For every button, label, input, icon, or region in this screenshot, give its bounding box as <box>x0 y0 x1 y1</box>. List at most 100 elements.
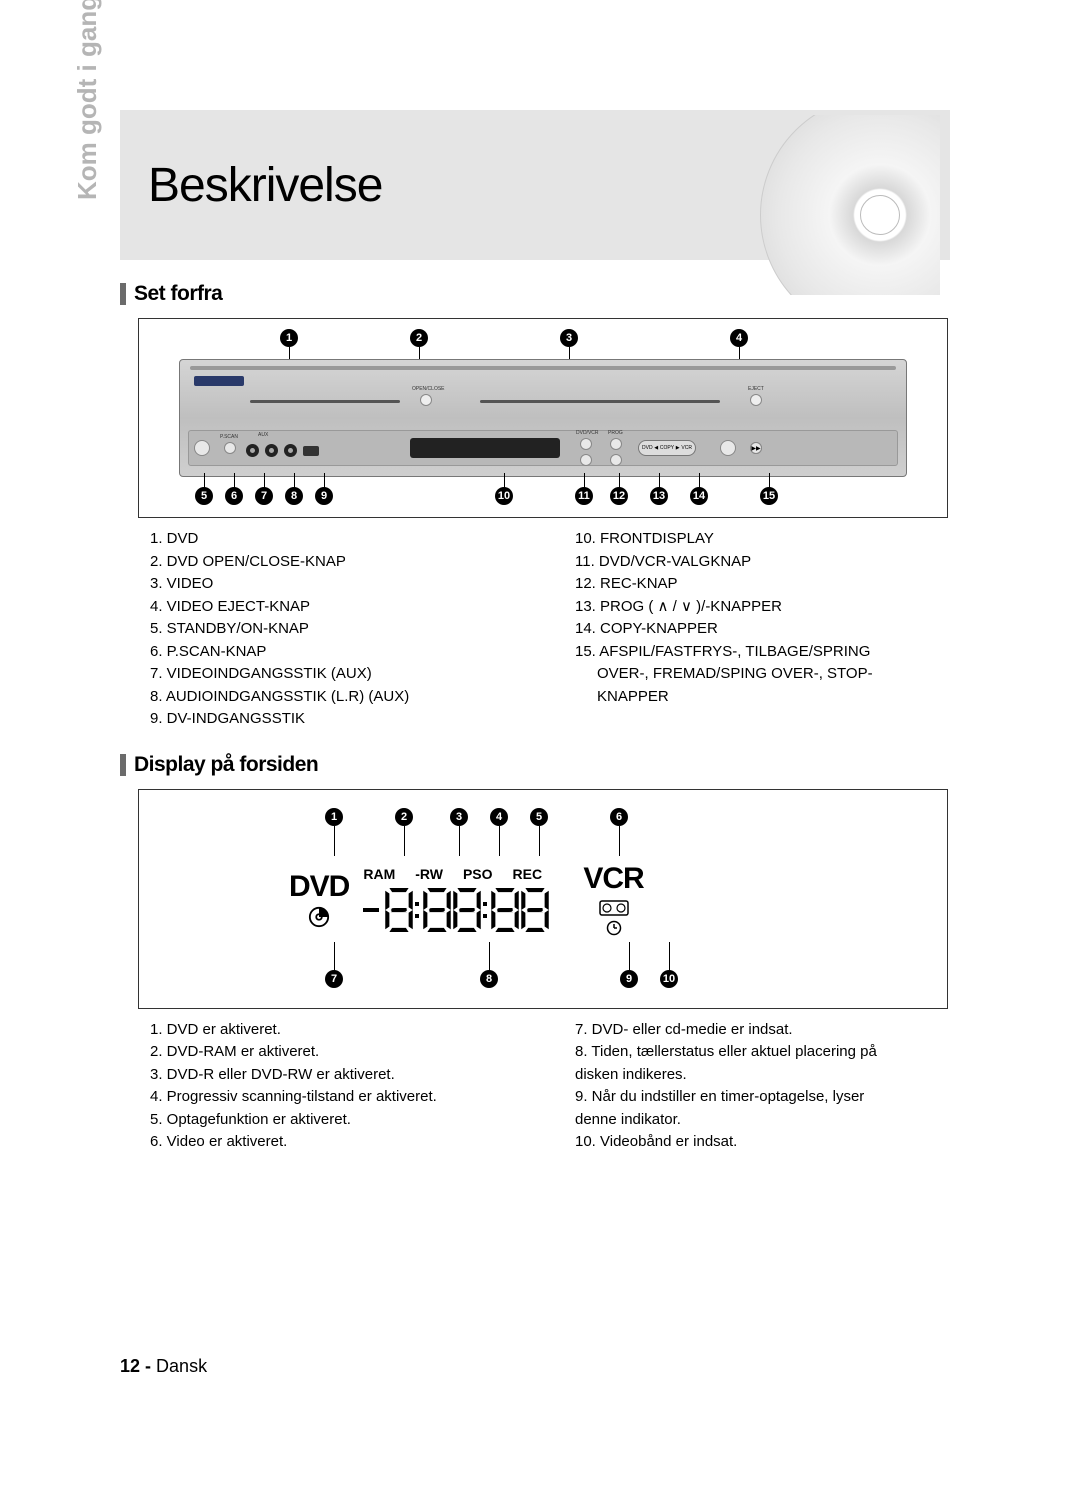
front-display-diagram: 123456 DVD RAM -RW PSO REC <box>138 789 948 1009</box>
callout-marker: 5 <box>530 808 548 826</box>
disc-icon <box>308 906 330 928</box>
legend-item: 15. AFSPIL/FASTFRYS-, TILBAGE/SPRING <box>575 641 950 664</box>
legend-item: 10. FRONTDISPLAY <box>575 528 950 551</box>
legend-item: KNAPPER <box>575 686 950 709</box>
open-close-button[interactable] <box>420 394 432 406</box>
page-header: Beskrivelse <box>120 110 950 260</box>
ram-indicator: RAM <box>363 866 395 882</box>
legend-item: 5. STANDBY/ON-KNAP <box>150 618 525 641</box>
front-display-window <box>410 438 560 458</box>
legend-item: 3. DVD-R eller DVD-RW er aktiveret. <box>150 1064 525 1087</box>
callout-marker: 14 <box>690 487 708 505</box>
dvdvcr-label: DVD/VCR <box>576 430 599 436</box>
legend-item: 14. COPY-KNAPPER <box>575 618 950 641</box>
callout-marker: 12 <box>610 487 628 505</box>
callout-marker: 7 <box>255 487 273 505</box>
audio-l-jack[interactable] <box>265 444 278 457</box>
legend-item: OVER-, FREMAD/SPING OVER-, STOP- <box>575 663 950 686</box>
pso-indicator: PSO <box>463 866 493 882</box>
legend-item: disken indikeres. <box>575 1064 950 1087</box>
dvd-indicator: DVD <box>289 870 349 904</box>
legend-item: 6. P.SCAN-KNAP <box>150 641 525 664</box>
rec-button[interactable] <box>580 454 592 466</box>
display-legend: 1. DVD er aktiveret.2. DVD-RAM er aktive… <box>150 1019 950 1154</box>
dvdvcr-select-button[interactable] <box>580 438 592 450</box>
callout-marker: 3 <box>560 329 578 347</box>
page-number: 12 - <box>120 1356 151 1376</box>
rw-indicator: -RW <box>415 866 443 882</box>
section2-title: Display på forsiden <box>134 753 318 777</box>
dv-input-port[interactable] <box>303 446 319 456</box>
section-bar-icon <box>120 754 126 776</box>
prog-up-button[interactable] <box>610 438 622 450</box>
cd-graphic <box>740 115 940 295</box>
section-front-display: Display på forsiden 123456 DVD RAM -RW <box>120 753 950 1154</box>
brand-logo <box>194 376 244 386</box>
callout-marker: 3 <box>450 808 468 826</box>
eject-label: EJECT <box>748 386 764 392</box>
clock-icon <box>606 920 622 936</box>
device-body: OPEN/CLOSE EJECT P.SCAN AUX <box>179 359 907 477</box>
front-legend: 1. DVD2. DVD OPEN/CLOSE-KNAP3. VIDEO4. V… <box>150 528 950 731</box>
seven-segment-display <box>363 888 549 932</box>
page-language: Dansk <box>156 1356 207 1376</box>
page-title: Beskrivelse <box>148 158 382 213</box>
callout-marker: 1 <box>280 329 298 347</box>
eject-button[interactable] <box>750 394 762 406</box>
legend-item: 4. VIDEO EJECT-KNAP <box>150 596 525 619</box>
callout-marker: 6 <box>225 487 243 505</box>
legend-item: 13. PROG ( ∧ / ∨ )/-KNAPPER <box>575 596 950 619</box>
pscan-label: P.SCAN <box>220 434 238 440</box>
front-panel-diagram: 1234 OPEN/CLOSE EJECT P.SCAN <box>138 318 948 518</box>
section1-title: Set forfra <box>134 282 222 306</box>
cassette-icon <box>599 900 629 916</box>
legend-item: 9. Når du indstiller en timer-optagelse,… <box>575 1086 950 1109</box>
legend-item: 5. Optagefunktion er aktiveret. <box>150 1109 525 1132</box>
callout-marker: 10 <box>495 487 513 505</box>
callout-marker: 15 <box>760 487 778 505</box>
rec-indicator: REC <box>513 866 543 882</box>
callout-marker: 1 <box>325 808 343 826</box>
video-jack[interactable] <box>246 444 259 457</box>
audio-r-jack[interactable] <box>284 444 297 457</box>
callout-marker: 9 <box>315 487 333 505</box>
legend-item: 2. DVD OPEN/CLOSE-KNAP <box>150 551 525 574</box>
legend-item: denne indikator. <box>575 1109 950 1132</box>
callout-marker: 2 <box>410 329 428 347</box>
callout-marker: 5 <box>195 487 213 505</box>
section-front-view: Set forfra 1234 OPEN/CLOSE EJECT <box>120 282 950 731</box>
prog-label: PROG <box>608 430 623 436</box>
prog-down-button[interactable] <box>610 454 622 466</box>
ffwd-button[interactable]: ▶▶ <box>750 442 762 454</box>
legend-item: 10. Videobånd er indsat. <box>575 1131 950 1154</box>
legend-item: 1. DVD er aktiveret. <box>150 1019 525 1042</box>
page-footer: 12 - Dansk <box>120 1356 207 1377</box>
legend-item: 3. VIDEO <box>150 573 525 596</box>
pscan-button[interactable] <box>224 442 236 454</box>
callout-marker: 9 <box>620 970 638 988</box>
legend-item: 1. DVD <box>150 528 525 551</box>
page-content: Beskrivelse Set forfra 1234 OPEN/CLOSE <box>120 110 950 1154</box>
callout-marker: 4 <box>490 808 508 826</box>
legend-item: 6. Video er aktiveret. <box>150 1131 525 1154</box>
legend-item: 8. AUDIOINDGANGSSTIK (L.R) (AUX) <box>150 686 525 709</box>
legend-item: 7. DVD- eller cd-medie er indsat. <box>575 1019 950 1042</box>
legend-item: 9. DV-INDGANGSSTIK <box>150 708 525 731</box>
sidebar-section-label: Kom godt i gang <box>72 0 103 200</box>
legend-item: 8. Tiden, tællerstatus eller aktuel plac… <box>575 1041 950 1064</box>
copy-buttons[interactable]: DVD ◀ COPY ▶ VCR <box>638 440 696 456</box>
standby-button[interactable] <box>194 440 210 456</box>
callout-marker: 8 <box>285 487 303 505</box>
section-bar-icon <box>120 283 126 305</box>
vcr-indicator: VCR <box>583 862 643 896</box>
callout-marker: 11 <box>575 487 593 505</box>
transport-dial[interactable] <box>720 440 736 456</box>
open-close-label: OPEN/CLOSE <box>412 386 445 392</box>
callout-marker: 8 <box>480 970 498 988</box>
callout-marker: 13 <box>650 487 668 505</box>
legend-item: 11. DVD/VCR-VALGKNAP <box>575 551 950 574</box>
legend-item: 7. VIDEOINDGANGSSTIK (AUX) <box>150 663 525 686</box>
callout-marker: 6 <box>610 808 628 826</box>
legend-item: 2. DVD-RAM er aktiveret. <box>150 1041 525 1064</box>
legend-item: 4. Progressiv scanning-tilstand er aktiv… <box>150 1086 525 1109</box>
